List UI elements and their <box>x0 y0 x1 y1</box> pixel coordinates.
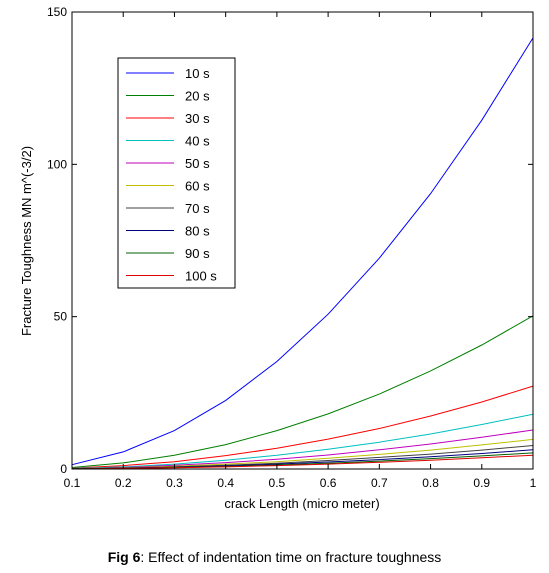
y-tick-label: 50 <box>54 310 68 324</box>
caption-text: : Effect of indentation time on fracture… <box>140 549 442 565</box>
x-tick-label: 0.6 <box>320 476 337 490</box>
legend: 10 s 20 s 30 s 40 s 50 s 60 s 70 s 80 s 90 s 100 … <box>117 57 236 289</box>
legend-box <box>117 57 236 289</box>
legend-entry-label: 40 s <box>185 134 210 149</box>
chart: 0.1 0.2 0.3 0.4 0.5 0.6 0.7 0.8 0.9 1 0 50 100 150 c… <box>19 5 537 511</box>
series-line-10s <box>71 37 534 466</box>
series-line-20s <box>71 315 534 468</box>
y-tick-label: 150 <box>47 5 67 19</box>
x-tick-label: 1 <box>530 476 537 490</box>
series-line-40s <box>71 413 534 469</box>
x-axis-label: crack Length (micro meter) <box>224 496 379 511</box>
x-tick-label: 0.5 <box>269 476 286 490</box>
figure-number: Fig 6 <box>107 549 141 565</box>
x-tick-label: 0.2 <box>115 476 132 490</box>
legend-entry-label: 80 s <box>185 224 210 239</box>
x-tick-label: 0.4 <box>217 476 234 490</box>
legend-entry-label: 30 s <box>185 111 210 126</box>
series-layer <box>71 37 534 470</box>
series-line-100s <box>71 454 534 470</box>
plot-frame <box>71 11 534 470</box>
y-tick-label: 100 <box>47 157 67 171</box>
figure-caption: Fig 6: Effect of indentation time on fra… <box>0 549 549 565</box>
legend-entry-label: 70 s <box>185 201 210 216</box>
series-line-30s <box>71 385 534 469</box>
legend-entry-label: 20 s <box>185 89 210 104</box>
x-tick-label: 0.3 <box>166 476 183 490</box>
x-tick-label: 0.7 <box>371 476 388 490</box>
series-line-50s <box>71 429 534 470</box>
x-axis: 0.1 0.2 0.3 0.4 0.5 0.6 0.7 0.8 0.9 1 <box>64 12 537 490</box>
legend-entry-label: 90 s <box>185 246 210 261</box>
legend-entry-label: 10 s <box>185 66 210 81</box>
legend-entry-label: 50 s <box>185 156 210 171</box>
y-tick-label: 0 <box>60 462 67 476</box>
legend-entry-label: 100 s <box>185 269 217 284</box>
y-axis: 0 50 100 150 <box>47 5 533 476</box>
y-axis-label: Fracture Toughness MN m^(-3/2) <box>19 146 34 336</box>
x-tick-label: 0.9 <box>473 476 490 490</box>
x-tick-label: 0.1 <box>64 476 81 490</box>
x-tick-label: 0.8 <box>422 476 439 490</box>
legend-entry-label: 60 s <box>185 179 210 194</box>
